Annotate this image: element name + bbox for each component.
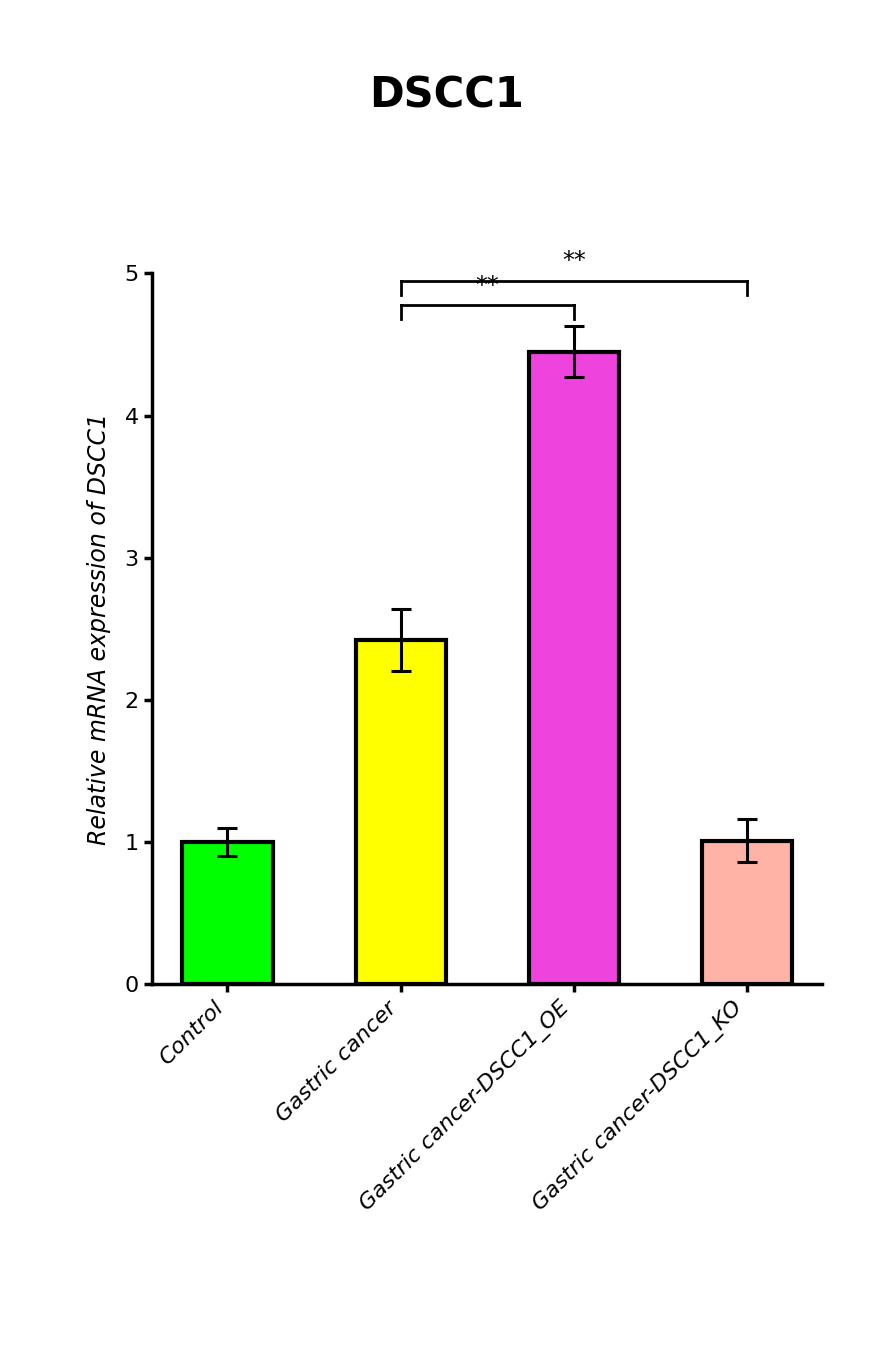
Y-axis label: Relative mRNA expression of DSCC1: Relative mRNA expression of DSCC1 [87,413,111,845]
Text: **: ** [562,249,586,273]
Bar [182,842,273,984]
Bar [528,351,619,984]
Text: DSCC1: DSCC1 [369,75,525,116]
Bar [702,841,792,984]
Bar [356,640,446,984]
Text: **: ** [476,273,499,298]
